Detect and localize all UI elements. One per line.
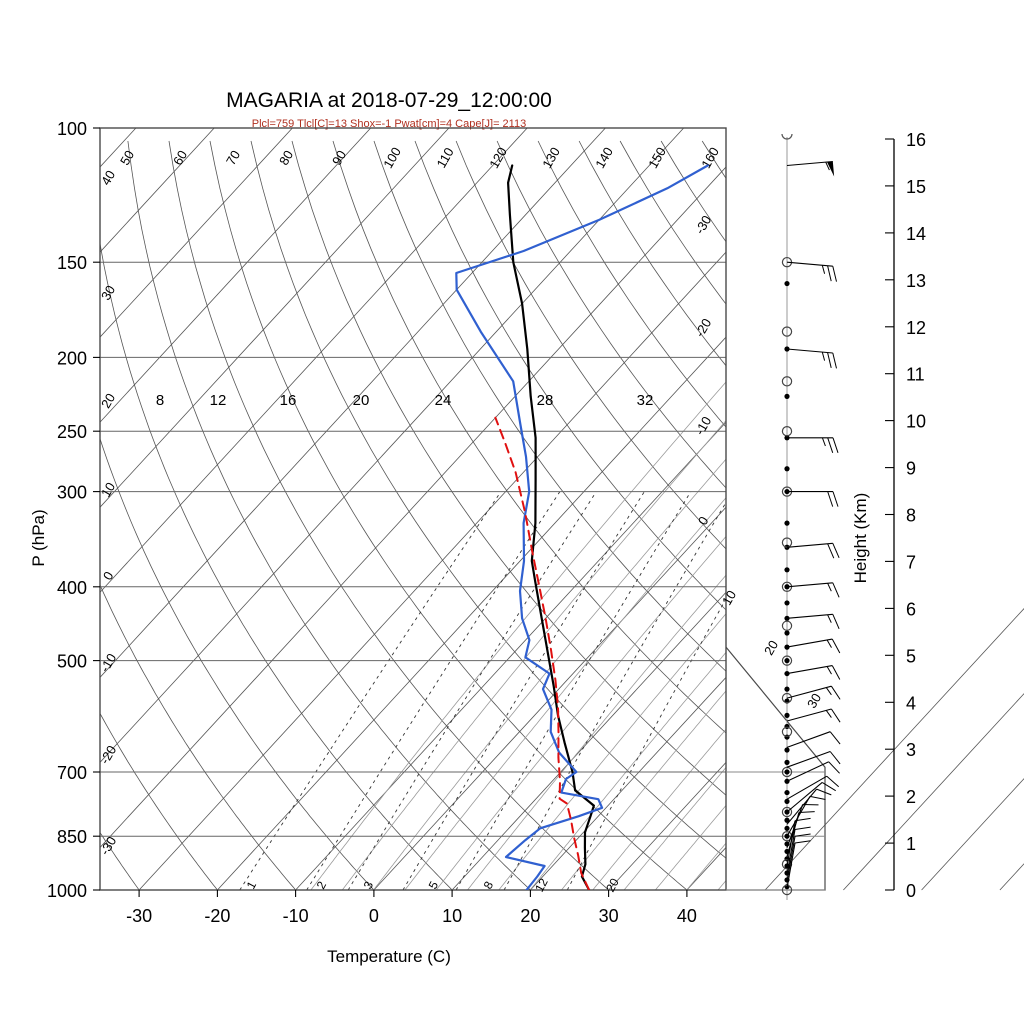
svg-text:12: 12 [210,392,227,409]
wind-barb [786,833,811,882]
x-tick-label: -10 [283,906,309,926]
wind-barb [786,731,841,748]
plot-frame [99,127,826,891]
svg-text:40: 40 [98,168,118,188]
wind-barb [786,826,811,875]
wind-barb [786,542,840,559]
wind-barb [786,781,836,813]
height-tick-label: 13 [906,271,926,291]
x-tick-label: 20 [520,906,540,926]
curve-parcel-path [494,416,591,890]
pressure-tick-label: 300 [57,483,87,503]
wind-barb [786,750,841,768]
height-tick-label: 9 [906,459,916,479]
wind-barb [786,761,840,782]
wind-barb [786,665,841,680]
wind-barb [786,160,835,177]
pressure-tick-label: 1000 [47,881,87,901]
svg-text:20: 20 [603,876,622,895]
svg-text:30: 30 [804,691,824,711]
height-tick-label: 7 [906,552,916,572]
svg-text:60: 60 [170,148,190,168]
height-tick-label: 10 [906,412,926,432]
pressure-axis: 100 150 200 250 300 400 500 700 850 1000 [47,119,100,901]
page-title: MAGARIA at 2018-07-29_12:00:00 [226,89,552,112]
height-tick-label: 12 [906,318,926,338]
y-axis-label: P (hPa) [29,509,48,566]
height-tick-label: 15 [906,177,926,197]
wind-barb [786,817,811,867]
height-tick-label: 14 [906,224,926,244]
x-tick-label: 10 [442,906,462,926]
wind-barb [786,261,837,282]
height-tick-label: 6 [906,599,916,619]
svg-text:32: 32 [637,392,654,409]
wind-barb [786,840,811,889]
svg-text:90: 90 [329,148,349,168]
pressure-tick-label: 400 [57,578,87,598]
svg-text:12: 12 [532,876,551,895]
pressure-tick-label: 200 [57,348,87,368]
x-tick-label: 40 [677,906,697,926]
height-tick-label: 8 [906,506,916,526]
x-axis-label: Temperature (C) [327,947,451,966]
svg-text:28: 28 [537,392,554,409]
wind-barb [787,437,839,453]
sounding-stats-subtitle: Plcl=759 Tlcl[C]=13 Shox=-1 Pwat[cm]=4 C… [252,118,526,130]
x-tick-label: -20 [204,906,230,926]
svg-text:50: 50 [117,148,137,168]
svg-text:80: 80 [276,148,296,168]
height-tick-label: 4 [906,693,916,713]
svg-text:24: 24 [435,392,452,409]
x-tick-label: 0 [369,906,379,926]
height-axis-label: Height (Km) [851,493,870,584]
wind-barb [786,613,840,629]
temperature-axis: -30 -20 -10 0 10 20 30 40 [126,890,697,926]
wind-barb [786,685,841,700]
svg-text:20: 20 [353,392,370,409]
height-tick-label: 5 [906,646,916,666]
svg-text:16: 16 [280,392,297,409]
wind-barb [786,775,840,800]
wind-barb-column [781,133,841,900]
pressure-tick-label: 250 [57,422,87,442]
pressure-tick-label: 850 [57,827,87,847]
pressure-tick-label: 100 [57,119,87,139]
sounding-curves [455,164,709,890]
svg-text:70: 70 [223,148,243,168]
svg-text:20: 20 [761,638,781,658]
pressure-tick-label: 700 [57,763,87,783]
pressure-tick-label: 500 [57,652,87,672]
curve-dewpoint [455,164,709,890]
wind-barb [786,582,840,598]
height-tick-label: 2 [906,787,916,807]
wind-barb [786,348,837,369]
pressure-tick-label: 150 [57,253,87,273]
height-tick-label: 0 [906,881,916,901]
svg-text:20: 20 [98,391,118,411]
curve-temperature [507,164,596,890]
wind-barb [786,708,841,723]
wind-barb [786,638,841,654]
svg-text:30: 30 [98,283,118,303]
wind-barb [787,491,839,507]
height-tick-label: 11 [906,365,925,385]
x-tick-label: -30 [126,906,152,926]
svg-text:10: 10 [719,588,739,608]
height-tick-label: 1 [906,834,916,854]
svg-text:10: 10 [98,480,118,500]
x-tick-label: 30 [599,906,619,926]
svg-text:8: 8 [156,392,164,409]
height-tick-label: 3 [906,740,916,760]
height-tick-label: 16 [906,130,926,150]
